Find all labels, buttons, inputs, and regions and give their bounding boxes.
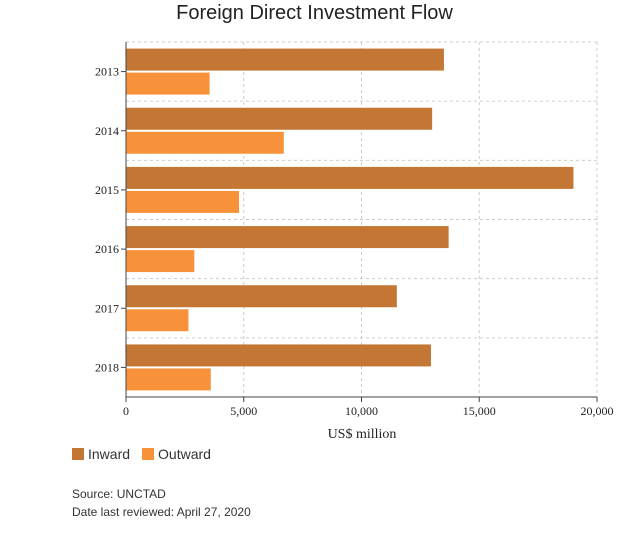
bar-outward-2017[interactable] [126, 309, 189, 332]
bar-outward-2018[interactable] [126, 368, 211, 391]
chart-title: Foreign Direct Investment Flow [176, 2, 453, 24]
legend-swatch-inward [72, 448, 84, 460]
bar-chart: 0 5,000 10,000 15,000 20,000 2013 2014 2015 2016… [95, 41, 614, 440]
y-tick-label: 2017 [95, 301, 119, 315]
x-tick-label: 15,000 [463, 404, 496, 418]
bar-outward-2015[interactable] [126, 190, 240, 213]
legend-label-inward: Inward [88, 446, 131, 462]
x-tick-label: 10,000 [345, 404, 378, 418]
footer: Source: UNCTAD Date last reviewed: April… [72, 485, 251, 521]
y-tick-label: 2015 [95, 183, 119, 197]
bar-inward-2014[interactable] [126, 107, 433, 130]
axes [121, 42, 598, 402]
y-tick-label: 2016 [95, 242, 119, 256]
legend-label-outward: Outward [158, 446, 211, 462]
x-tick-label: 0 [123, 404, 129, 418]
y-tick-label: 2013 [95, 65, 119, 79]
grid [126, 41, 598, 397]
source-note: Source: UNCTAD [72, 487, 166, 501]
y-tick-label: 2014 [95, 124, 119, 138]
bar-outward-2014[interactable] [126, 131, 284, 154]
x-tick-label: 5,000 [230, 404, 257, 418]
legend-item-outward[interactable]: Outward [142, 446, 211, 462]
tick-labels: 0 5,000 10,000 15,000 20,000 2013 2014 2015 2016… [95, 65, 614, 418]
legend-item-inward[interactable]: Inward [72, 446, 130, 462]
bar-inward-2016[interactable] [126, 226, 449, 249]
bar-inward-2015[interactable] [126, 166, 574, 189]
y-tick-label: 2018 [95, 360, 119, 374]
legend-swatch-outward [142, 448, 155, 460]
bar-outward-2013[interactable] [126, 72, 210, 95]
bars [126, 48, 574, 391]
legend: Inward Outward [72, 446, 223, 462]
bar-inward-2013[interactable] [126, 48, 444, 71]
x-tick-label: 20,000 [581, 404, 614, 418]
bar-inward-2018[interactable] [126, 344, 431, 367]
bar-outward-2016[interactable] [126, 250, 195, 273]
review-date-note: Date last reviewed: April 27, 2020 [72, 505, 251, 519]
x-axis-label: US$ million [328, 427, 397, 440]
bar-inward-2017[interactable] [126, 285, 397, 308]
